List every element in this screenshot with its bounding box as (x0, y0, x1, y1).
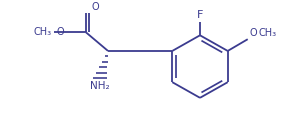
Text: O: O (91, 2, 98, 12)
Text: O: O (56, 27, 64, 37)
Text: NH₂: NH₂ (90, 81, 110, 91)
Text: CH₃: CH₃ (34, 27, 52, 37)
Text: F: F (197, 10, 203, 20)
Text: O: O (250, 28, 257, 38)
Text: CH₃: CH₃ (259, 28, 277, 38)
